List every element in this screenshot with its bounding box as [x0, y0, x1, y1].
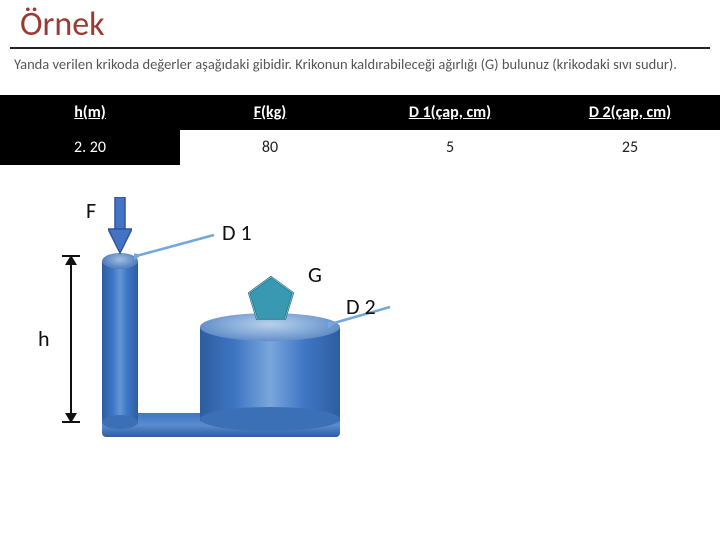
- table-col-0: h(m) 2. 20: [0, 95, 180, 165]
- label-d2: D 2: [346, 293, 376, 320]
- cell: 2. 20: [0, 130, 180, 165]
- load-pentagon-icon: [246, 275, 296, 321]
- data-table: h(m) 2. 20 F(kg) 80 D 1(çap, cm) 5 D 2(ç…: [0, 95, 720, 165]
- problem-description: Yanda verilen krikoda değerler aşağıdaki…: [0, 55, 720, 89]
- col-header: h(m): [0, 95, 180, 130]
- label-g: G: [308, 261, 322, 288]
- d1-arrow-icon: [134, 231, 224, 261]
- force-arrow-icon: [108, 197, 132, 255]
- small-cylinder: [102, 253, 138, 423]
- page-title: Örnek: [10, 0, 710, 49]
- col-header: D 2(çap, cm): [540, 95, 720, 130]
- table-col-2: D 1(çap, cm) 5: [360, 95, 540, 165]
- cell: 5: [360, 130, 540, 165]
- table-col-3: D 2(çap, cm) 25: [540, 95, 720, 165]
- big-cylinder: [200, 313, 340, 421]
- label-d1: D 1: [222, 219, 252, 246]
- col-header: D 1(çap, cm): [360, 95, 540, 130]
- label-f: F: [86, 197, 96, 224]
- cell: 80: [180, 130, 360, 165]
- hydraulic-jack-diagram: F h D 1 G D 2: [30, 195, 450, 475]
- table-col-1: F(kg) 80: [180, 95, 360, 165]
- col-header: F(kg): [180, 95, 360, 130]
- height-dimension: [58, 255, 84, 423]
- cell: 25: [540, 130, 720, 165]
- label-h: h: [38, 325, 50, 352]
